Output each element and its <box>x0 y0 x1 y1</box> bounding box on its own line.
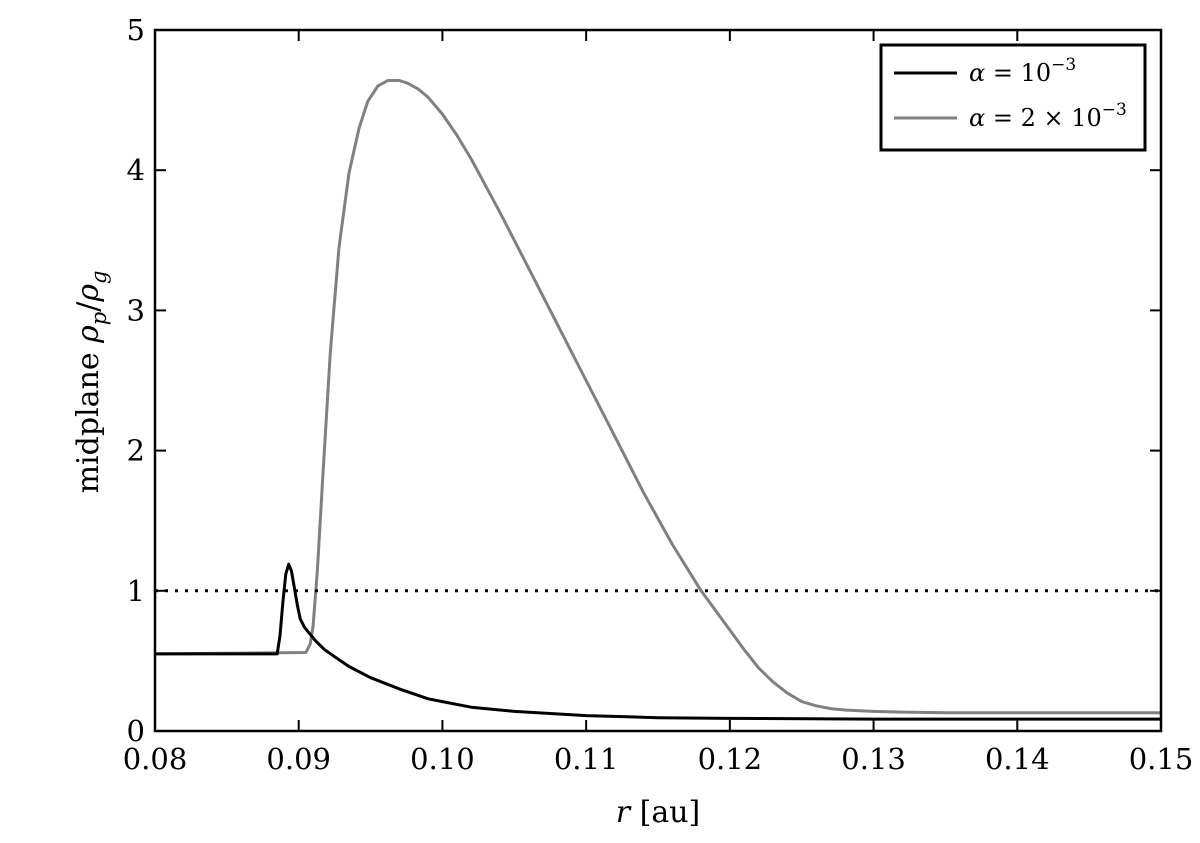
x-tick-label: 0.15 <box>1129 742 1194 776</box>
y-axis-slash: / <box>71 301 106 312</box>
series-line-alpha-2e-3 <box>154 79 1161 715</box>
y-axis-denominator-subscript: g <box>87 271 111 284</box>
legend-label-alpha-2e-3: α = 2 × 10−3 <box>969 100 1127 132</box>
x-tick-label: 0.11 <box>554 742 619 776</box>
y-axis-denominator: ρ <box>71 284 106 303</box>
legend: α = 10−3 α = 2 × 10−3 <box>879 43 1147 152</box>
series-layer <box>154 79 1161 721</box>
legend-label-alpha-1e-3: α = 10−3 <box>969 55 1076 87</box>
x-axis-title: r [au] <box>616 795 701 830</box>
series-line-alpha-1e-3 <box>155 562 1161 721</box>
y-tick-label: 2 <box>127 434 145 468</box>
x-tick-label: 0.08 <box>123 742 188 776</box>
x-tick-label: 0.10 <box>410 742 475 776</box>
y-tick-label: 1 <box>127 574 145 608</box>
x-axis-variable: r <box>616 795 632 830</box>
y-tick-label: 4 <box>127 153 145 187</box>
tick-layer: 0.08 0.09 0.10 0.11 0.12 0.13 0.14 0.15 0 1 2 3 4 5 <box>123 13 1194 776</box>
y-tick-label: 3 <box>127 293 145 327</box>
y-tick-label: 5 <box>127 13 145 47</box>
y-axis-title: midplane ρp/ρg <box>71 271 111 494</box>
x-tick-label: 0.13 <box>841 742 906 776</box>
y-axis-prefix: midplane <box>71 343 106 494</box>
plot-frame <box>153 28 1163 733</box>
y-axis-numerator-subscript: p <box>87 312 111 325</box>
x-tick-label: 0.12 <box>698 742 763 776</box>
legend-box <box>879 43 1147 152</box>
y-tick-label: 0 <box>127 714 145 748</box>
x-tick-label: 0.14 <box>985 742 1050 776</box>
x-tick-label: 0.09 <box>266 742 331 776</box>
y-axis-numerator: ρ <box>71 325 106 344</box>
x-axis-unit: [au] <box>630 795 700 830</box>
